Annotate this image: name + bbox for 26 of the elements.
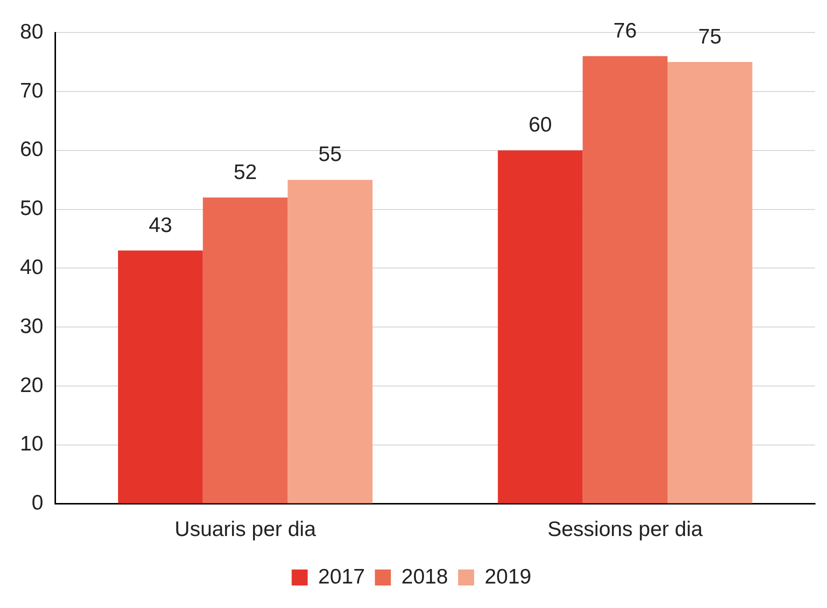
y-tick-label: 70	[20, 79, 44, 102]
data-label: 52	[234, 160, 257, 184]
bar	[668, 62, 752, 504]
x-tick-label: Usuaris per dia	[174, 518, 316, 542]
y-tick-label: 0	[32, 492, 44, 515]
y-tick-label: 30	[20, 314, 44, 338]
bar	[498, 150, 583, 504]
bar	[118, 250, 203, 504]
y-tick-label: 10	[20, 432, 44, 456]
y-tick-label: 50	[20, 197, 44, 220]
legend-label: 2019	[484, 565, 532, 588]
data-label: 60	[528, 114, 552, 137]
y-tick-label: 20	[20, 374, 44, 397]
data-label: 76	[613, 19, 637, 42]
data-label: 43	[148, 214, 172, 237]
y-tick-label: 60	[20, 138, 44, 162]
bar	[288, 180, 373, 504]
y-tick-label: 40	[20, 256, 44, 279]
data-label: 75	[698, 25, 722, 48]
x-tick-label: Sessions per dia	[547, 518, 704, 542]
bar	[202, 198, 288, 504]
y-tick-label: 80	[20, 20, 44, 44]
legend-label: 2018	[401, 565, 448, 588]
bar	[582, 56, 668, 504]
legend-label: 2017	[318, 565, 365, 588]
data-label: 55	[318, 143, 342, 166]
